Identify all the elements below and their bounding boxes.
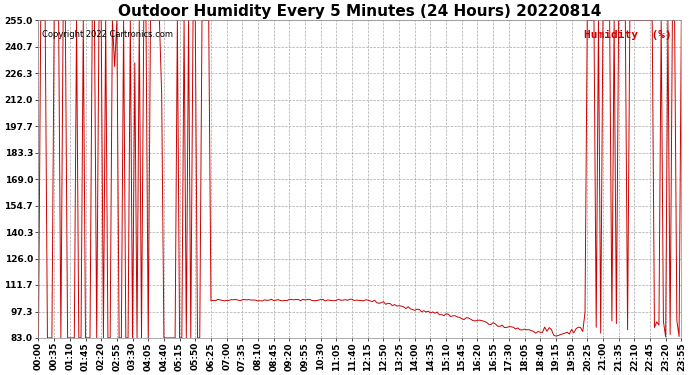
Text: Copyright 2022 Cartronics.com: Copyright 2022 Cartronics.com: [41, 30, 172, 39]
Title: Outdoor Humidity Every 5 Minutes (24 Hours) 20220814: Outdoor Humidity Every 5 Minutes (24 Hou…: [118, 4, 602, 19]
Text: Humidity  (%): Humidity (%): [584, 30, 671, 40]
